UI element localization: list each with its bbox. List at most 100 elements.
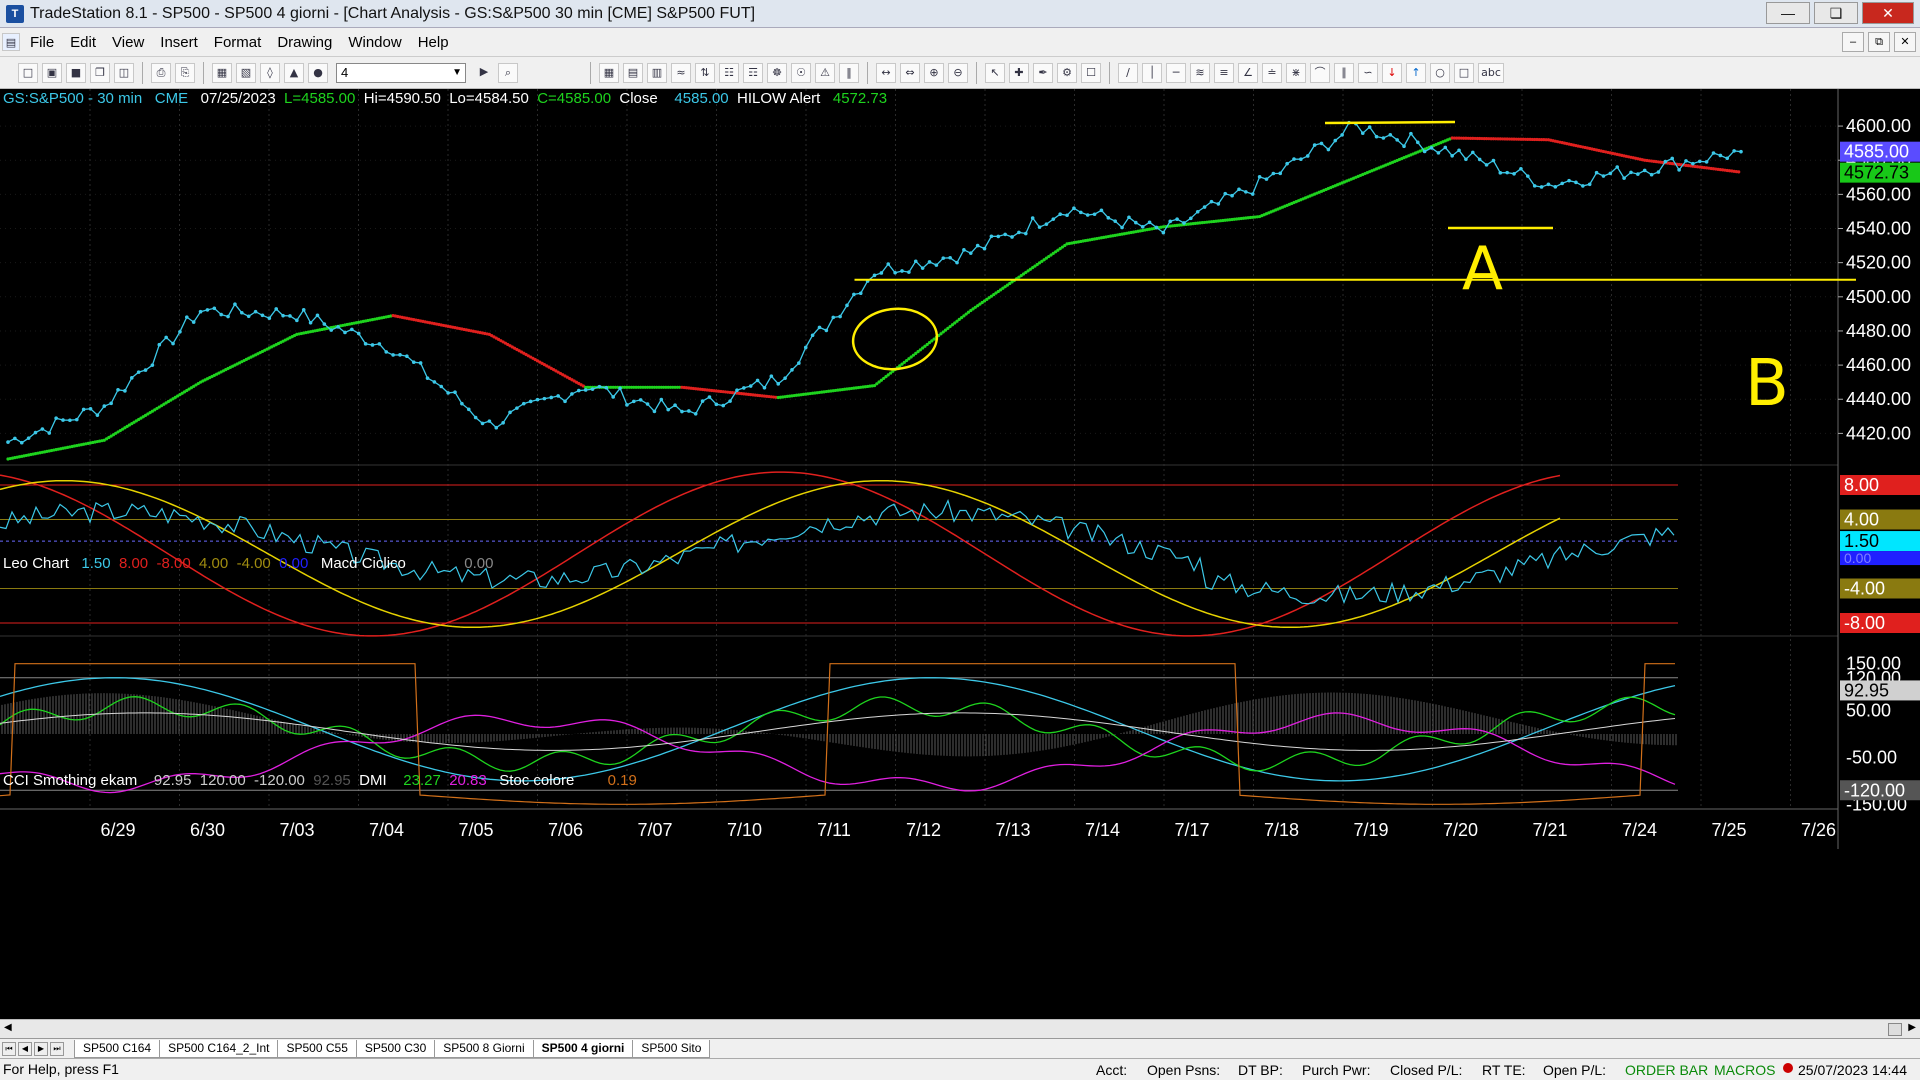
scroll-left-icon[interactable]: ◀: [4, 1022, 12, 1033]
fib-icon[interactable]: ≡: [1214, 62, 1234, 83]
tab-next-icon[interactable]: ▶: [34, 1041, 48, 1056]
doc-minimize-icon[interactable]: –: [1842, 32, 1864, 52]
play-icon[interactable]: ▶: [479, 64, 489, 78]
open-icon[interactable]: ▣: [42, 62, 62, 83]
chart-svg[interactable]: 6/29 6/30 7/03 7/04 7/05 7/06 7/07 7/10 7/11 7/12…: [0, 89, 1920, 1019]
andrews-icon[interactable]: ⋇: [1286, 62, 1306, 83]
tab-sp500-c164-2-int[interactable]: SP500 C164_2_Int: [159, 1039, 279, 1058]
tools-icon[interactable]: ✒: [1033, 62, 1053, 83]
horizontal-line-icon[interactable]: ─: [1166, 62, 1186, 83]
window-cascade-icon[interactable]: ▧: [236, 62, 256, 83]
menu-drawing[interactable]: Drawing: [277, 33, 333, 51]
strategy-icon[interactable]: ⚙: [1057, 62, 1077, 83]
chevron-down-icon[interactable]: ▼: [452, 66, 462, 78]
tab-last-icon[interactable]: ⏭: [50, 1041, 64, 1056]
close-point: [1677, 168, 1681, 172]
option-icon[interactable]: ☸: [767, 62, 787, 83]
trendline-icon[interactable]: ∕: [1118, 62, 1138, 83]
bars-icon[interactable]: ‖: [839, 62, 859, 83]
leo-value-4: 4.00: [199, 555, 229, 572]
horizontal-scrollbar[interactable]: ◀ ▶: [0, 1019, 1920, 1038]
print-icon[interactable]: ⎙: [151, 62, 171, 83]
menu-format[interactable]: Format: [213, 33, 262, 51]
price-tick-label: 4560.00: [1846, 184, 1911, 204]
minimize-icon[interactable]: —: [1766, 2, 1810, 24]
grid-icon[interactable]: ▦: [599, 62, 619, 83]
cci-pane: [0, 663, 1678, 805]
new-icon[interactable]: □: [18, 62, 38, 83]
close-point: [1037, 225, 1042, 229]
table-icon[interactable]: ▤: [623, 62, 643, 83]
close-study-value: 4585.00: [674, 90, 729, 107]
curve-icon[interactable]: ∽: [1358, 62, 1378, 83]
close-point: [191, 320, 196, 324]
crosshair-icon[interactable]: ✚: [1009, 62, 1029, 83]
menu-file[interactable]: File: [30, 33, 55, 51]
alert-icon[interactable]: ⚠: [815, 62, 835, 83]
maximize-icon[interactable]: ❏: [1814, 2, 1858, 24]
hilow-alert-dot: [127, 423, 132, 427]
speed-line-icon[interactable]: ≐: [1262, 62, 1282, 83]
ellipse-icon[interactable]: ○: [1430, 62, 1450, 83]
arrow-down-icon[interactable]: ↓: [1382, 62, 1402, 83]
matrix-icon[interactable]: ☷: [719, 62, 739, 83]
find-icon[interactable]: ⌕: [498, 62, 518, 83]
vertical-line-icon[interactable]: │: [1142, 62, 1162, 83]
folder-icon[interactable]: ◫: [114, 62, 134, 83]
save-icon[interactable]: ■: [66, 62, 86, 83]
menu-edit[interactable]: Edit: [70, 33, 97, 51]
quote-icon[interactable]: ⇅: [695, 62, 715, 83]
close-point: [260, 313, 265, 318]
menu-view[interactable]: View: [112, 33, 145, 51]
macros-label[interactable]: MACROS: [1714, 1062, 1776, 1078]
radar-icon[interactable]: ☉: [791, 62, 811, 83]
color-icon[interactable]: ●: [308, 62, 328, 83]
zoom-in-icon[interactable]: ⊕: [924, 62, 944, 83]
tab-sp500-c164[interactable]: SP500 C164: [74, 1039, 161, 1058]
scroll-right-icon[interactable]: ▶: [1908, 1022, 1916, 1033]
order-bar-label[interactable]: ORDER BAR: [1625, 1062, 1709, 1078]
expand-icon[interactable]: ⇔: [900, 62, 920, 83]
window-tile-icon[interactable]: ▦: [212, 62, 232, 83]
tab-sp500-4-giorni[interactable]: SP500 4 giorni: [532, 1039, 634, 1058]
tab-sp500-sito[interactable]: SP500 Sito: [632, 1039, 711, 1058]
tab-sp500-8-giorni[interactable]: SP500 8 Giorni: [434, 1039, 534, 1058]
network-icon[interactable]: ◊: [260, 62, 280, 83]
menu-insert[interactable]: Insert: [160, 33, 198, 51]
tab-sp500-c30[interactable]: SP500 C30: [355, 1039, 436, 1058]
chart-area[interactable]: 6/29 6/30 7/03 7/04 7/05 7/06 7/07 7/10 7/11 7/12…: [0, 89, 1920, 1019]
workspace-combo[interactable]: 4 ▼: [336, 62, 466, 83]
scroll-thumb[interactable]: [1888, 1023, 1902, 1036]
print-preview-icon[interactable]: ⎘: [175, 62, 195, 83]
text-tool-icon[interactable]: abc: [1478, 62, 1504, 83]
close-point: [487, 419, 492, 423]
channel-icon[interactable]: ≋: [1190, 62, 1210, 83]
format-icon[interactable]: ☐: [1081, 62, 1101, 83]
close-point: [1739, 149, 1743, 154]
pointer-icon[interactable]: ↖: [985, 62, 1005, 83]
doc-restore-icon[interactable]: ⧉: [1868, 32, 1890, 52]
close-icon[interactable]: ✕: [1862, 2, 1914, 24]
arrow-up-icon[interactable]: ↑: [1406, 62, 1426, 83]
arc-icon[interactable]: ⌒: [1310, 62, 1330, 83]
hilow-alert-dot: [900, 362, 904, 366]
chart-doc-icon[interactable]: ▤: [2, 33, 20, 51]
rectangle-icon[interactable]: □: [1454, 62, 1474, 83]
time-zone-icon[interactable]: ∥: [1334, 62, 1354, 83]
scanner-icon[interactable]: ☶: [743, 62, 763, 83]
zoom-out-icon[interactable]: ⊖: [948, 62, 968, 83]
graph-icon[interactable]: ≈: [671, 62, 691, 83]
menu-help[interactable]: Help: [417, 33, 449, 51]
gann-icon[interactable]: ∠: [1238, 62, 1258, 83]
tab-first-icon[interactable]: ⏮: [2, 1041, 16, 1056]
tab-prev-icon[interactable]: ◀: [18, 1041, 32, 1056]
tab-sp500-c55[interactable]: SP500 C55: [277, 1039, 357, 1058]
copy-icon[interactable]: ❐: [90, 62, 110, 83]
doc-close-icon[interactable]: ✕: [1894, 32, 1916, 52]
hilow-alert-dot: [1019, 273, 1023, 278]
close-point: [1285, 161, 1289, 166]
menu-window[interactable]: Window: [348, 33, 402, 51]
sheet-icon[interactable]: ▥: [647, 62, 667, 83]
chart-type-icon[interactable]: ▲: [284, 62, 304, 83]
compress-icon[interactable]: ↔: [876, 62, 896, 83]
